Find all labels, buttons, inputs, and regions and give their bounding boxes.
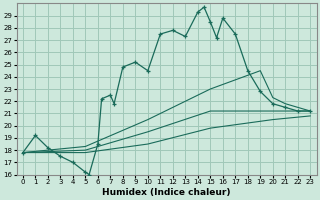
X-axis label: Humidex (Indice chaleur): Humidex (Indice chaleur) [102,188,231,197]
